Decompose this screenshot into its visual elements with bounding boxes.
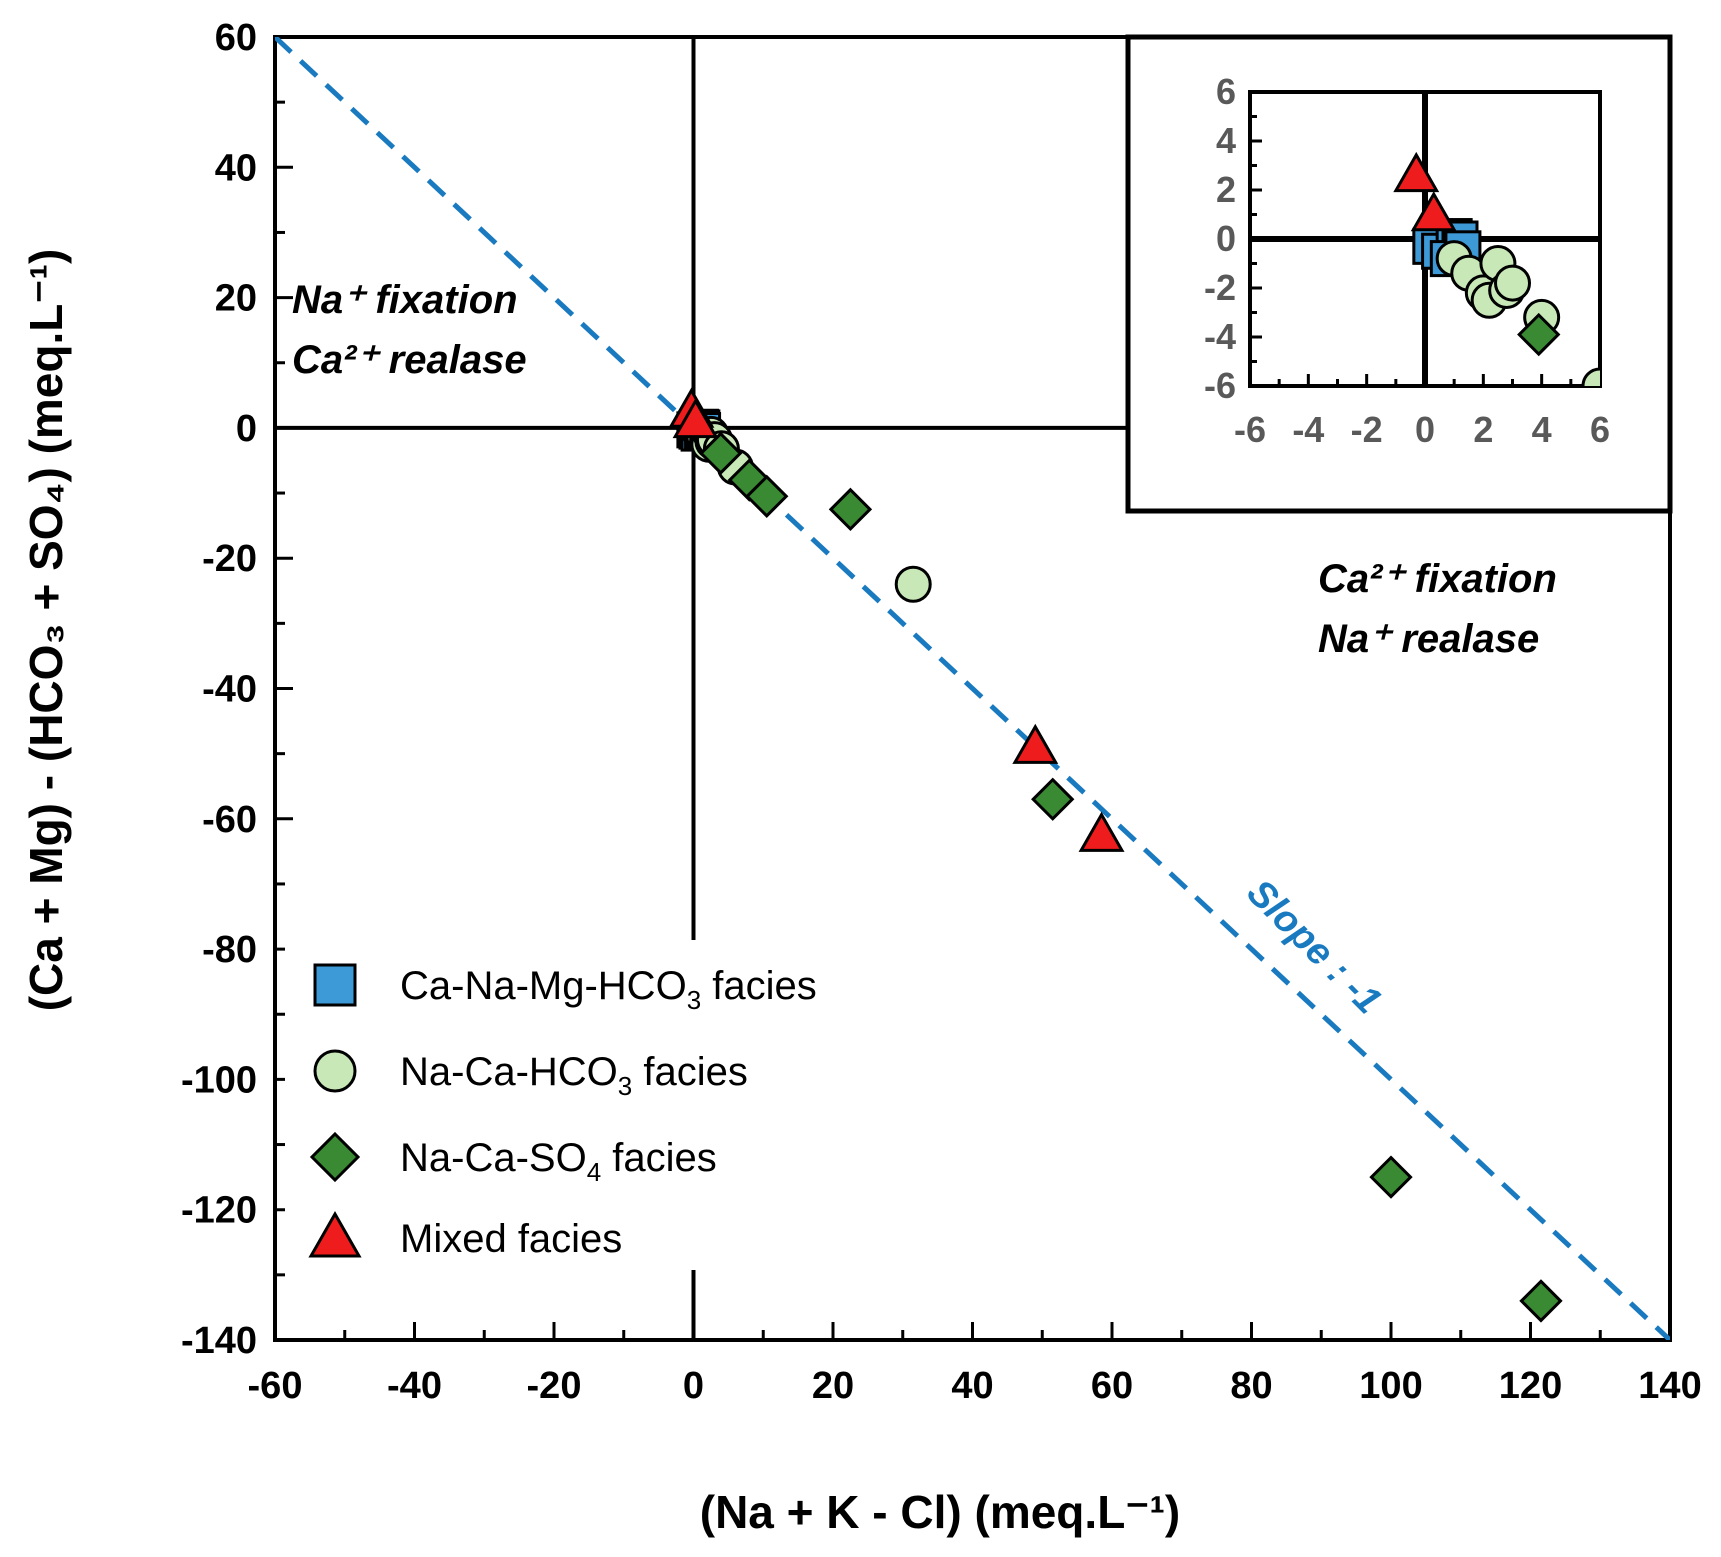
- y-tick-label: -20: [202, 538, 257, 580]
- y-tick-label: -60: [202, 799, 257, 841]
- inset-diamond-marker: [1517, 312, 1561, 357]
- legend-label: Mixed facies: [400, 1217, 622, 1261]
- y-axis-title: (Ca + Mg) - (HCO₃ + SO₄) (meq.L⁻¹): [20, 249, 72, 1012]
- annotation-na-fixation: Na⁺ fixation: [292, 278, 518, 322]
- main-tick-marks: [273, 35, 1672, 1342]
- y-tick-labels: 60 40 20 0 -20 -40 -60 -80 -100 -120 -140: [181, 17, 257, 1362]
- x-tick-label: 40: [951, 1365, 993, 1407]
- annotation-ca-release: Ca²⁺ realase: [292, 338, 527, 382]
- annotation-na-release: Na⁺ realase: [1318, 617, 1539, 661]
- inset-data-points: [1393, 151, 1600, 386]
- y-tick-label: 60: [215, 17, 257, 59]
- legend-entry: Na-Ca-HCO3 facies: [313, 1049, 748, 1101]
- circle-marker: [894, 565, 932, 603]
- inset-triangle-marker: [1410, 191, 1457, 232]
- inset-x-tick-label: -2: [1351, 409, 1383, 450]
- main-data-points: [668, 387, 1563, 1323]
- x-tick-label: 80: [1230, 1365, 1272, 1407]
- inset-frame: [1125, 34, 1673, 514]
- x-tick-label: 100: [1359, 1365, 1422, 1407]
- y-tick-label: -100: [181, 1059, 257, 1101]
- y-tick-label: 0: [236, 408, 257, 450]
- diamond-marker: [1519, 1279, 1563, 1323]
- legend: Ca-Na-Mg-HCO3 facies Na-Ca-HCO3 facies Na-…: [308, 963, 817, 1261]
- triangle-marker: [1012, 723, 1059, 764]
- inset-x-tick-label: 0: [1415, 409, 1435, 450]
- y-tick-label: -40: [202, 669, 257, 711]
- annotation-ca-fixation: Ca²⁺ fixation: [1318, 557, 1557, 601]
- diamond-marker: [1369, 1155, 1413, 1199]
- y-tick-label: 40: [215, 147, 257, 189]
- triangle-marker: [672, 397, 719, 439]
- inset-y-tick-label: -4: [1204, 316, 1236, 357]
- x-tick-label: 20: [812, 1365, 854, 1407]
- legend-entry: Mixed facies: [308, 1210, 622, 1261]
- diamond-marker: [745, 474, 789, 518]
- slope-label: Slope : -1: [1239, 872, 1390, 1023]
- x-tick-label: 0: [683, 1365, 704, 1407]
- x-tick-label: 60: [1091, 1365, 1133, 1407]
- triangle-marker: [1078, 811, 1125, 852]
- x-axis-title: (Na + K - Cl) (meq.L⁻¹): [700, 1486, 1180, 1538]
- inset-triangle-marker: [1393, 151, 1440, 193]
- inset-x-tick-label: 6: [1590, 409, 1610, 450]
- legend-label: Ca-Na-Mg-HCO3 facies: [400, 964, 817, 1015]
- legend-label: Na-Ca-SO4 facies: [400, 1136, 717, 1187]
- inset-y-tick-label: -6: [1204, 365, 1236, 406]
- legend-entry: Ca-Na-Mg-HCO3 facies: [313, 963, 817, 1015]
- inset-y-tick-label: 4: [1216, 120, 1236, 161]
- inset-x-tick-labels: -6 -4 -2 0 2 4 6: [1234, 409, 1610, 450]
- inset-y-tick-labels: 6 4 2 0 -2 -4 -6: [1204, 71, 1236, 406]
- legend-background: [285, 940, 905, 1270]
- slope-reference-line: [275, 37, 1670, 1340]
- legend-square-marker: [313, 963, 357, 1007]
- legend-label: Na-Ca-HCO3 facies: [400, 1050, 748, 1101]
- legend-entry: Na-Ca-SO4 facies: [309, 1131, 717, 1187]
- legend-diamond-marker: [309, 1131, 361, 1183]
- diamond-marker: [828, 487, 873, 532]
- y-tick-label: -140: [181, 1320, 257, 1362]
- x-tick-labels: -60 -40 -20 0 20 40 60 80 100 120 140: [248, 1365, 1702, 1407]
- inset-x-tick-label: 2: [1473, 409, 1493, 450]
- diamond-marker: [1031, 777, 1075, 821]
- inset-x-tick-label: -6: [1234, 409, 1266, 450]
- legend-circle-marker: [313, 1049, 357, 1093]
- inset-x-tick-label: 4: [1532, 409, 1552, 450]
- inset-y-tick-label: 0: [1216, 218, 1236, 259]
- inset-circle-marker: [1494, 264, 1531, 302]
- inset-x-tick-label: -4: [1292, 409, 1324, 450]
- x-tick-label: -60: [248, 1365, 303, 1407]
- x-tick-label: -40: [387, 1365, 442, 1407]
- y-tick-label: 20: [215, 278, 257, 320]
- inset-y-tick-label: -2: [1204, 267, 1236, 308]
- inset-y-tick-label: 6: [1216, 71, 1236, 112]
- y-tick-label: -80: [202, 929, 257, 971]
- diamond-marker: [699, 431, 743, 475]
- x-tick-label: -20: [527, 1365, 582, 1407]
- y-tick-label: -120: [181, 1190, 257, 1232]
- legend-triangle-marker: [308, 1210, 362, 1258]
- inset-background: [1128, 37, 1670, 511]
- inset-y-tick-label: 2: [1216, 169, 1236, 210]
- x-tick-label: 120: [1499, 1365, 1562, 1407]
- inset-circle-marker: [1581, 367, 1600, 386]
- x-tick-label: 140: [1638, 1365, 1701, 1407]
